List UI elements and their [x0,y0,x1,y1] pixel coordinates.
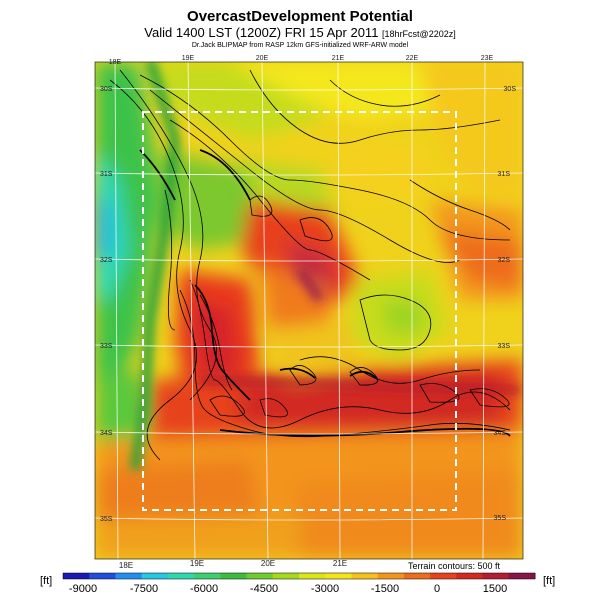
lat-label-left: 35S [100,516,113,523]
inner-domain-box [142,111,457,511]
lat-label-right: 33S [498,343,511,350]
colorbar-swatch [194,573,221,579]
colorbar-swatch [351,573,379,579]
lat-label-right: 35S [494,515,507,522]
lon-label-bottom: 21E [333,559,347,568]
colorbar-swatch [508,573,536,579]
colorbar-tick: -3000 [311,583,339,595]
colorbar-swatch [430,573,457,579]
colorbar [62,572,536,580]
map-title: OvercastDevelopment Potential [187,8,413,25]
lat-label-left: 34S [100,430,113,437]
lat-label-left: 30S [100,86,113,93]
colorbar-swatch [272,573,300,579]
lon-label-bottom: 20E [261,559,275,568]
lat-label-left: 31S [100,171,113,178]
model-credit: Dr.Jack BLIPMAP from RASP 12km GFS-initi… [191,42,409,49]
lat-label-right: 34S [494,430,507,437]
colorbar-swatch [115,573,143,579]
colorbar-tick: 1500 [483,583,507,595]
colorbar-swatch [299,573,326,579]
lon-label-bottom: 18E [119,561,133,570]
lat-lon-grid [95,62,523,559]
colorbar-swatch [220,573,248,579]
lat-label-right: 30S [504,86,517,93]
lat-label-left: 33S [100,343,113,350]
colorbar-unit-right: [ft] [543,575,555,587]
forecast-info: [18hrFcst@2202z] [382,29,456,39]
colorbar-frame [62,572,536,580]
colorbar-tick: -4500 [250,583,278,595]
lon-label-top: 19E [182,55,195,62]
lon-label-top: 23E [481,55,494,62]
colorbar-tick: -1500 [371,583,399,595]
lat-label-right: 31S [498,171,511,178]
colorbar-swatch [325,573,352,579]
terrain-contours [109,69,511,461]
colorbar-swatch [167,573,195,579]
colorbar-swatch [456,573,484,579]
colorbar-swatch [482,573,510,579]
lon-label-top: 21E [332,55,345,62]
colorbar-swatch [403,573,431,579]
colorbar-tick: -7500 [130,583,158,595]
lon-label-top: 18E [109,59,122,66]
terrain-contour-note: Terrain contours: 500 ft [408,561,501,571]
colorbar-swatch [246,573,274,579]
colorbar-swatch [63,573,90,579]
lon-label-bottom: 19E [190,559,204,568]
lon-label-top: 20E [256,55,269,62]
lon-label-top: 22E [406,55,419,62]
colorbar-swatch [89,573,116,579]
lat-label-right: 32S [498,257,511,264]
colorbar-tick: -6000 [190,583,218,595]
colorbar-unit-left: [ft] [40,575,52,587]
valid-time: Valid 1400 LST (1200Z) FRI 15 Apr 2011 [… [0,25,600,40]
valid-time-main: Valid 1400 LST (1200Z) FRI 15 Apr 2011 [144,25,379,40]
colorbar-swatch [141,573,169,579]
overcast-field [95,62,523,559]
colorbar-tick: -9000 [69,583,97,595]
colorbar-swatch [377,573,405,579]
colorbar-tick: 0 [434,583,440,595]
map-border [94,61,524,560]
lat-label-left: 32S [100,257,113,264]
